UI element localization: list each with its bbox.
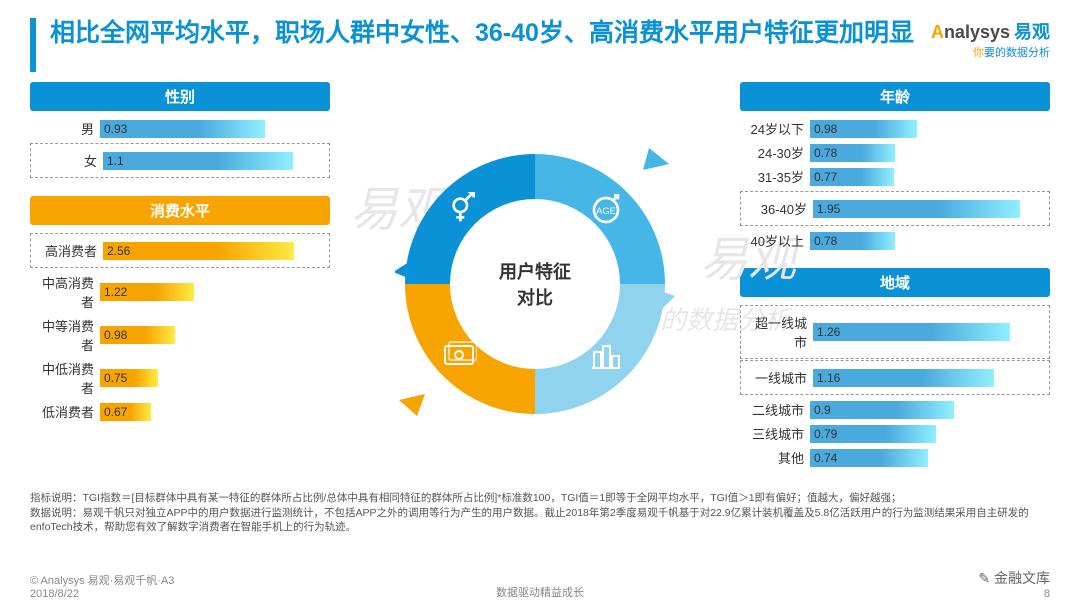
logo-tag-1: 你 (973, 47, 984, 59)
bar-value: 0.98 (814, 120, 837, 138)
logo-tag-2: 要的数据分析 (984, 47, 1050, 59)
bar-label: 40岁以上 (740, 231, 810, 250)
bar-label: 24-30岁 (740, 143, 810, 162)
bar-value: 0.93 (104, 120, 127, 138)
bar-value: 1.1 (107, 152, 124, 170)
footer-left: © Analysys 易观·易观千帆·A3 2018/8/22 (30, 572, 174, 600)
stamp-text: ✎ 金融文库 (978, 568, 1050, 588)
bar-value: 0.78 (814, 232, 837, 250)
center-label: 用户特征 对比 (480, 229, 590, 339)
header: 相比全网平均水平，职场人群中女性、36-40岁、高消费水平用户特征更加明显 An… (0, 0, 1080, 82)
section-region-header: 地域 (740, 268, 1050, 297)
left-column: 性别 男0.93女1.1 消费水平 高消费者2.56中高消费者1.22中等消费者… (30, 82, 330, 485)
bar-value: 0.98 (104, 326, 127, 344)
title-accent-bar (30, 18, 36, 72)
bar-value: 2.56 (107, 242, 130, 260)
center-text-2: 对比 (517, 284, 553, 310)
footer-slogan: 数据驱动精益成长 (496, 584, 584, 600)
bar-label: 高消费者 (33, 241, 103, 260)
bar-label: 中等消费者 (30, 316, 100, 354)
center-diagram: AGE (330, 82, 740, 485)
bar-fill (813, 323, 1010, 341)
bar-label: 一线城市 (743, 368, 813, 387)
age-icon: AGE (590, 194, 622, 232)
section-gender-header: 性别 (30, 82, 330, 111)
bar-row: 女1.1 (30, 143, 330, 178)
bar-row: 高消费者2.56 (30, 233, 330, 268)
brand-logo: Analysys易观 你要的数据分析 (931, 18, 1050, 60)
bar-value: 0.79 (814, 425, 837, 443)
chart-gender: 男0.93女1.1 (30, 119, 330, 178)
center-text-1: 用户特征 (499, 258, 571, 284)
logo-text-cn: 易观 (1014, 22, 1050, 42)
city-icon (590, 340, 622, 376)
bar-row: 36-40岁1.95 (740, 191, 1050, 226)
footer-right: ✎ 金融文库 8 (978, 568, 1050, 600)
bar-value: 0.77 (814, 168, 837, 186)
chart-age: 24岁以下0.9824-30岁0.7831-35岁0.7736-40岁1.954… (740, 119, 1050, 250)
right-column: 年龄 24岁以下0.9824-30岁0.7831-35岁0.7736-40岁1.… (740, 82, 1050, 485)
note-data: 数据说明：易观千帆只对独立APP中的用户数据进行监测统计，不包括APP之外的调用… (30, 506, 1050, 535)
bar-label: 中高消费者 (30, 273, 100, 311)
page-title: 相比全网平均水平，职场人群中女性、36-40岁、高消费水平用户特征更加明显 (50, 18, 931, 48)
copyright-text: © Analysys 易观·易观千帆·A3 (30, 572, 174, 588)
bar-label: 二线城市 (740, 400, 810, 419)
bar-value: 0.74 (814, 449, 837, 467)
bar-label: 24岁以下 (740, 119, 810, 138)
footnotes: 指标说明：TGI指数＝[目标群体中具有某一特征的群体所占比例/总体中具有相同特征… (0, 485, 1080, 535)
bar-row: 一线城市1.16 (740, 360, 1050, 395)
bar-label: 低消费者 (30, 402, 100, 421)
logo-text-en: nalysys (944, 22, 1010, 42)
chart-spend: 高消费者2.56 中高消费者1.22中等消费者0.98中低消费者0.75低消费者0… (30, 233, 330, 421)
bar-value: 1.26 (817, 323, 840, 341)
bar-label: 女 (33, 151, 103, 170)
note-tgi: 指标说明：TGI指数＝[目标群体中具有某一特征的群体所占比例/总体中具有相同特征… (30, 491, 1050, 506)
bar-label: 男 (30, 119, 100, 138)
gender-icon (447, 192, 479, 230)
date-text: 2018/8/22 (30, 588, 174, 600)
logo-mark: A (931, 22, 944, 42)
bar-fill (103, 152, 293, 170)
money-icon (443, 340, 477, 374)
bar-value: 1.95 (817, 200, 840, 218)
bar-fill (103, 242, 294, 260)
bar-row: 超一线城市1.26 (740, 305, 1050, 359)
bar-label: 中低消费者 (30, 359, 100, 397)
bar-label: 三线城市 (740, 424, 810, 443)
bar-value: 0.67 (104, 403, 127, 421)
bar-fill (813, 200, 1020, 218)
bar-value: 0.75 (104, 369, 127, 387)
section-spend-header: 消费水平 (30, 196, 330, 225)
bar-label: 36-40岁 (743, 199, 813, 218)
bar-label: 超一线城市 (743, 313, 813, 351)
bar-value: 0.78 (814, 144, 837, 162)
bar-value: 0.9 (814, 401, 831, 419)
chart-region: 超一线城市1.26一线城市1.16二线城市0.9三线城市0.79其他0.74 (740, 305, 1050, 467)
bar-label: 31-35岁 (740, 167, 810, 186)
bar-fill (810, 401, 954, 419)
section-age-header: 年龄 (740, 82, 1050, 111)
bar-label: 其他 (740, 448, 810, 467)
page-number: 8 (978, 588, 1050, 600)
bar-value: 1.16 (817, 369, 840, 387)
svg-text:AGE: AGE (596, 206, 616, 216)
bar-value: 1.22 (104, 283, 127, 301)
